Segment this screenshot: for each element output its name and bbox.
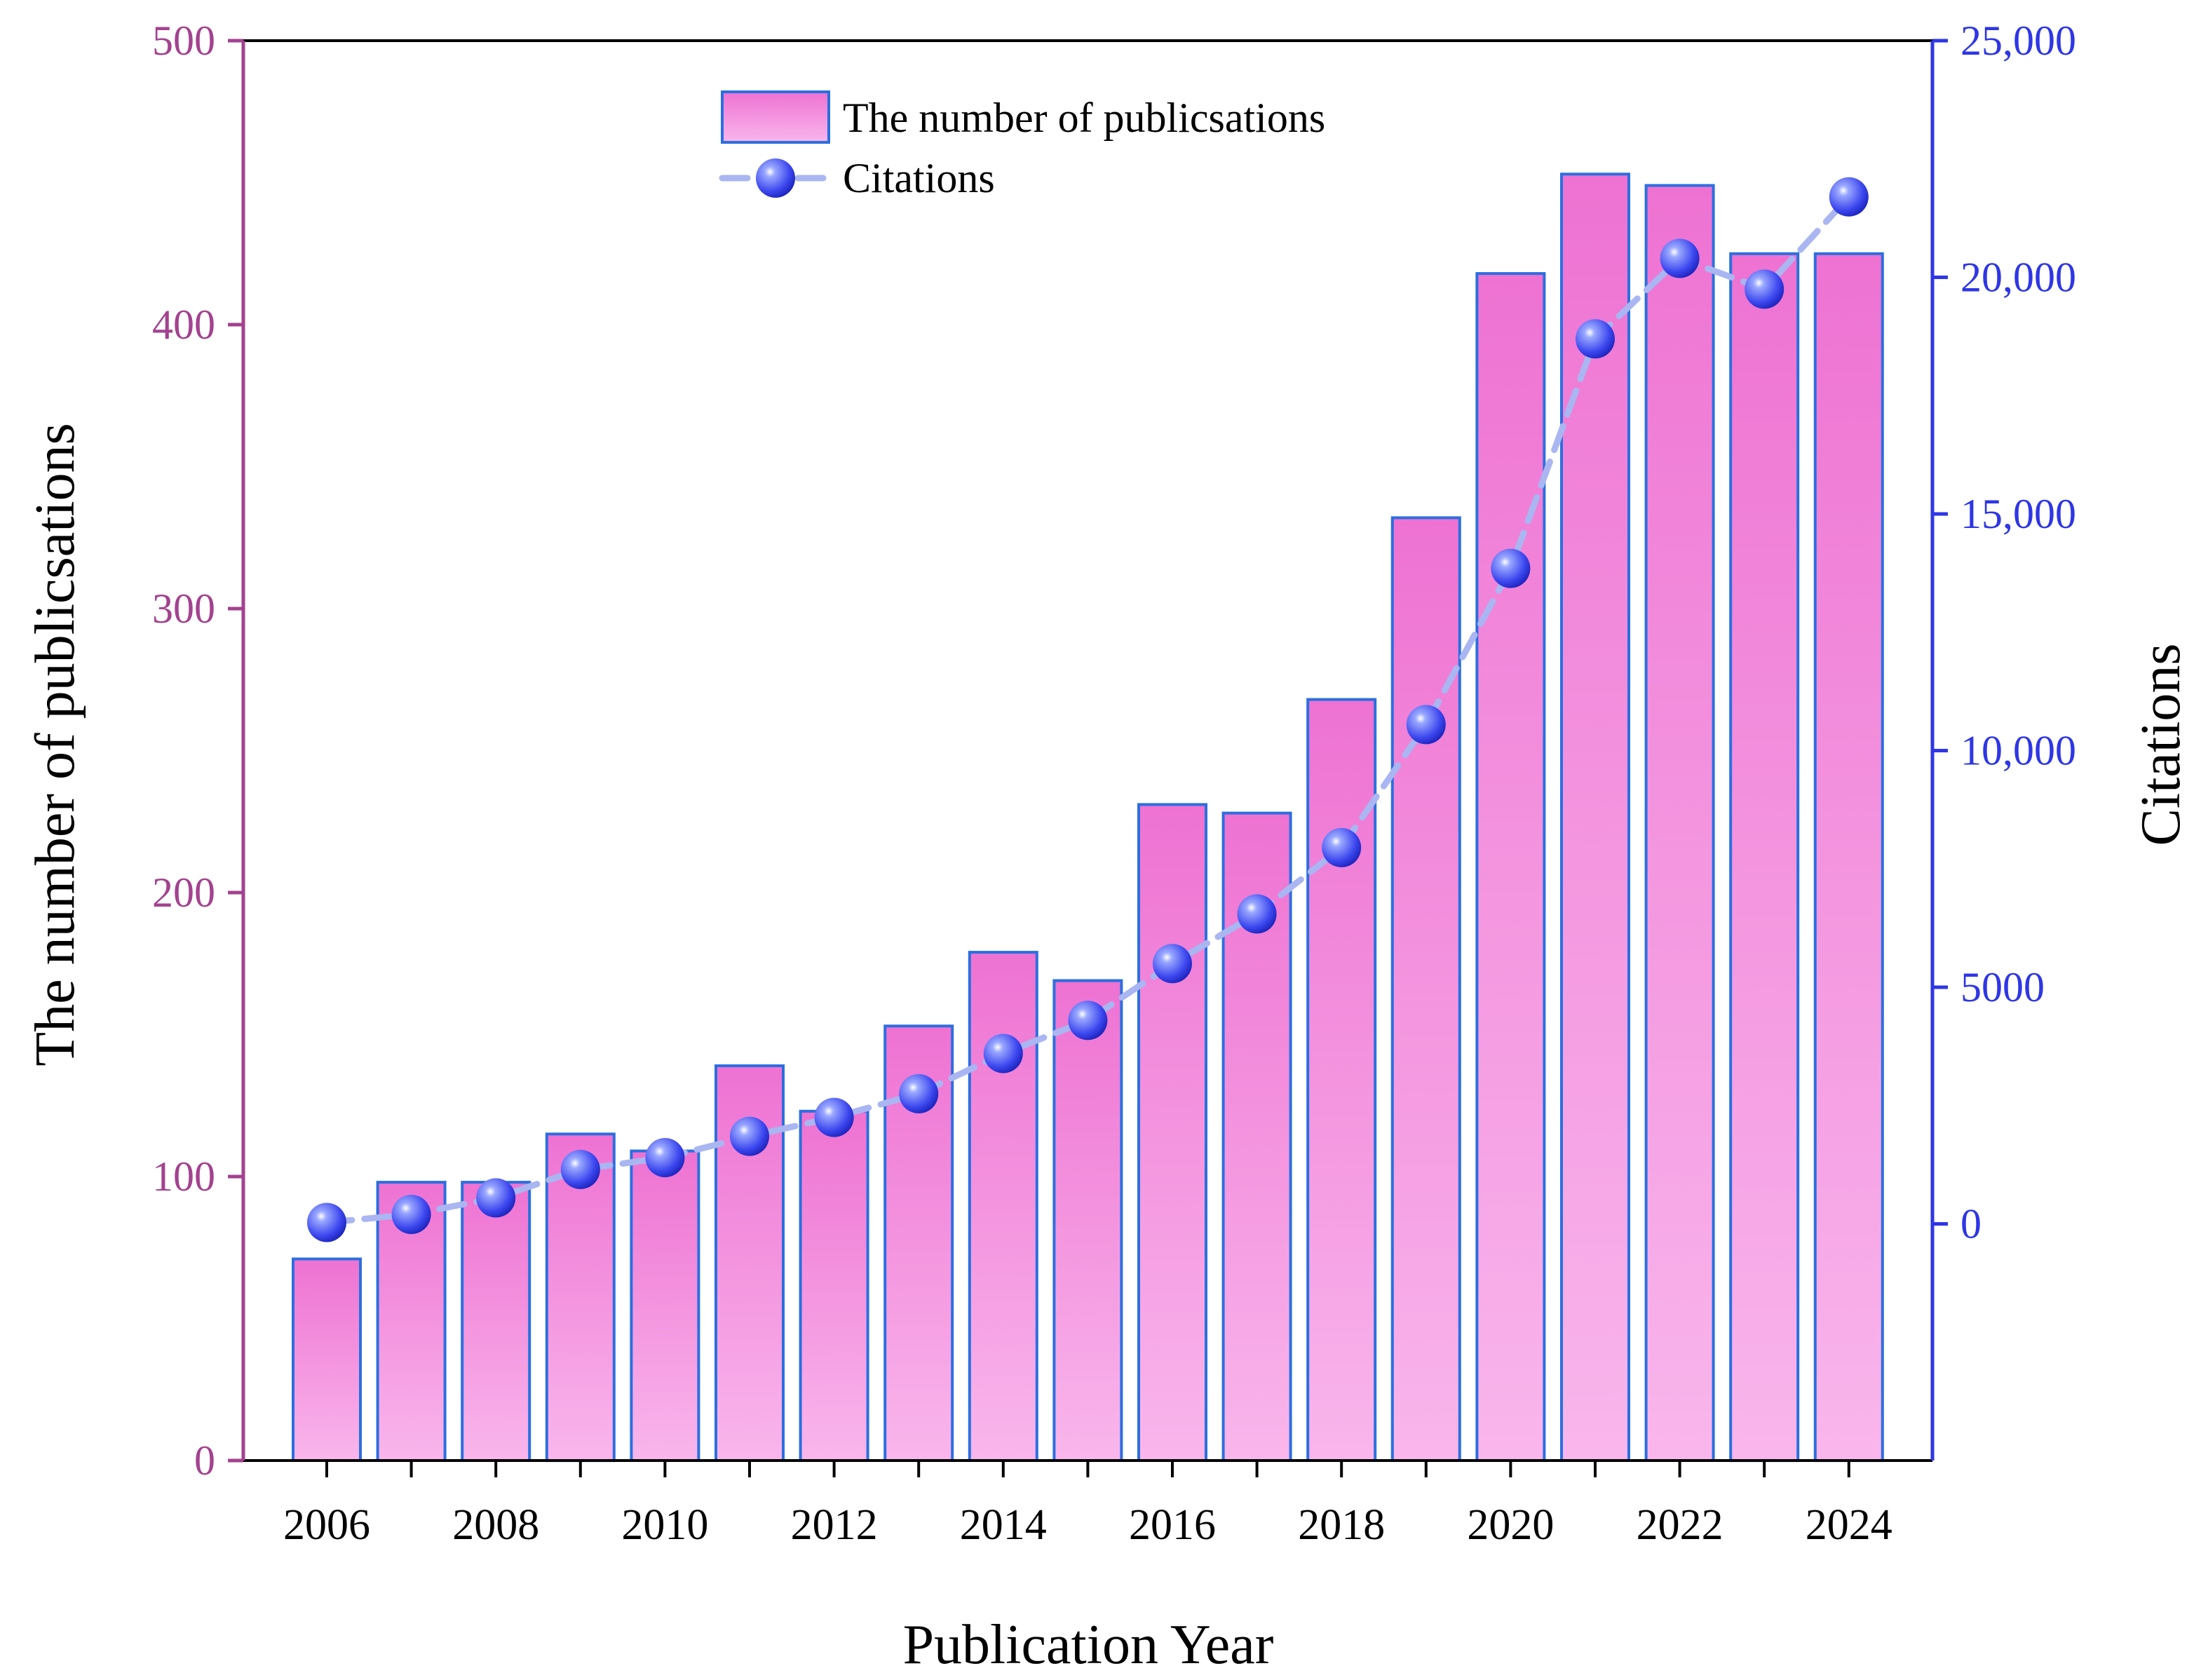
bar-2010 — [630, 1149, 700, 1462]
x-tick-label: 2020 — [1467, 1501, 1554, 1549]
left-tick-label: 100 — [152, 1153, 215, 1200]
right-tick-label: 25,000 — [1960, 18, 2076, 64]
citation-point-2021 — [1576, 319, 1615, 359]
citation-point-2007 — [391, 1195, 431, 1234]
legend-label-citations: Citations — [843, 155, 995, 201]
citation-point-2012 — [814, 1097, 854, 1137]
legend-marker-swatch — [756, 158, 795, 198]
bar-2021 — [1560, 172, 1630, 1462]
right-tick-label: 15,000 — [1960, 491, 2076, 537]
left-tick-label: 200 — [152, 869, 215, 916]
citation-point-2016 — [1153, 944, 1192, 984]
legend-label-publications: The number of publicsations — [843, 95, 1325, 141]
citations-line-layer — [307, 177, 1869, 1242]
x-tick-label: 2022 — [1637, 1501, 1723, 1549]
citation-point-2010 — [645, 1138, 685, 1177]
x-tick-label: 2014 — [960, 1501, 1047, 1549]
left-y-axis-title: The number of publicsations — [25, 423, 86, 1066]
bars-layer — [292, 172, 1884, 1463]
bar-2023 — [1729, 252, 1800, 1463]
bar-2018 — [1306, 698, 1377, 1462]
left-tick-label: 0 — [194, 1437, 215, 1484]
right-y-axis-title: Citations — [2130, 644, 2192, 846]
citation-point-2014 — [983, 1034, 1023, 1073]
citation-point-2017 — [1237, 894, 1277, 934]
right-tick-label: 10,000 — [1960, 728, 2076, 774]
bar-2016 — [1137, 803, 1207, 1462]
x-tick-label: 2018 — [1298, 1501, 1385, 1549]
bar-2024 — [1813, 252, 1884, 1463]
legend-bar-swatch — [721, 90, 830, 144]
x-tick-label: 2008 — [452, 1501, 539, 1549]
x-tick-label: 2016 — [1129, 1501, 1216, 1549]
citation-point-2013 — [899, 1073, 939, 1113]
bar-2012 — [799, 1109, 869, 1463]
right-tick-label: 5000 — [1960, 964, 2045, 1010]
bar-2008 — [461, 1181, 531, 1462]
citation-point-2009 — [560, 1149, 600, 1189]
bar-2014 — [968, 951, 1038, 1462]
citation-point-2015 — [1068, 1001, 1108, 1041]
citation-point-2018 — [1322, 827, 1362, 867]
right-tick-label: 0 — [1960, 1201, 1982, 1247]
left-tick-label: 300 — [152, 585, 215, 632]
bar-2015 — [1052, 979, 1123, 1462]
x-tick-label: 2012 — [791, 1501, 878, 1549]
citation-point-2006 — [307, 1203, 346, 1242]
ticks-layer: 01002003004005000500010,00015,00020,0002… — [152, 18, 2076, 1549]
x-axis-title: Publication Year — [903, 1614, 1274, 1676]
citation-point-2020 — [1491, 548, 1531, 588]
legend: The number of publicsations Citations — [719, 90, 1325, 201]
bar-2006 — [292, 1257, 362, 1462]
citation-point-2008 — [476, 1178, 516, 1218]
x-tick-label: 2010 — [621, 1501, 708, 1549]
bar-2022 — [1644, 184, 1715, 1462]
citation-point-2023 — [1745, 269, 1784, 309]
citation-point-2022 — [1660, 238, 1700, 278]
right-tick-label: 20,000 — [1960, 255, 2076, 301]
citation-point-2011 — [730, 1116, 769, 1156]
x-tick-label: 2024 — [1806, 1501, 1892, 1549]
left-tick-label: 400 — [152, 302, 215, 348]
left-tick-label: 500 — [152, 18, 215, 64]
citation-point-2024 — [1829, 177, 1869, 217]
citation-point-2019 — [1406, 705, 1446, 745]
bar-2019 — [1390, 516, 1461, 1462]
bar-2020 — [1475, 272, 1546, 1463]
x-tick-label: 2006 — [283, 1501, 370, 1549]
